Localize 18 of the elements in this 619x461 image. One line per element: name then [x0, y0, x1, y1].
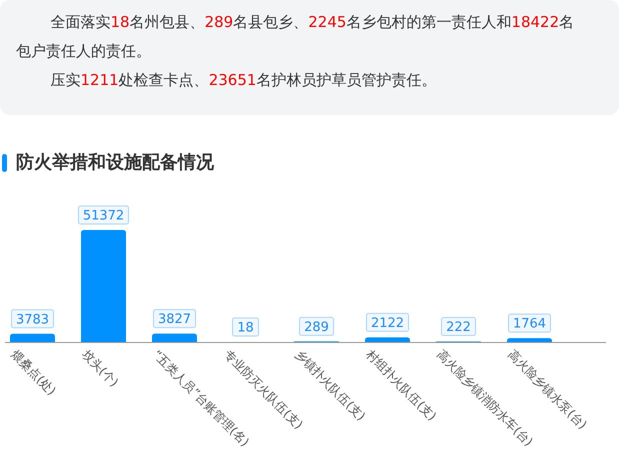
text: 压实1211处检查卡点、23651名护林员护草员管护责任。 — [50, 70, 438, 91]
data-label: 3783 — [16, 312, 50, 328]
data-label: 18 — [237, 320, 254, 336]
data-label: 1764 — [512, 316, 546, 332]
data-label: 2122 — [370, 316, 404, 331]
x-tick-label: 坟头(个) — [78, 346, 122, 390]
bar — [507, 338, 552, 342]
bar — [152, 334, 197, 342]
bar — [81, 230, 126, 342]
bar — [365, 337, 410, 342]
data-label: 3827 — [158, 312, 192, 328]
x-tick-label: 煨桑点(处) — [8, 347, 59, 398]
bar — [10, 334, 55, 342]
data-label: 222 — [446, 320, 471, 336]
data-label: 289 — [304, 320, 329, 335]
text: 全面落实18名州包县、289名县包乡、2245名乡包村的第一责任人和18422名包户责任人的责任。 — [16, 13, 574, 60]
data-label: 51372 — [82, 208, 124, 224]
chart-title: 防火举措和设施配备情况 — [15, 151, 214, 174]
